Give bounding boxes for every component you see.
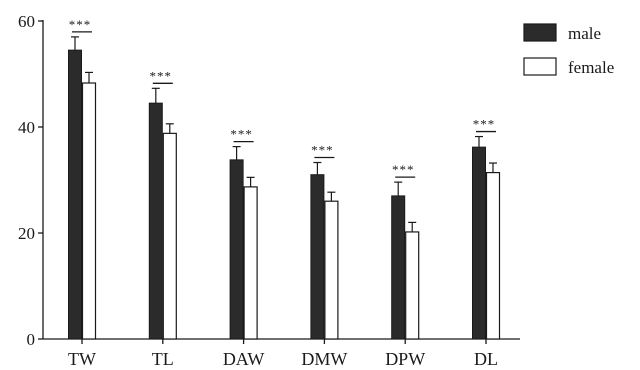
x-category-label: TL bbox=[152, 349, 174, 369]
male-bar bbox=[391, 195, 406, 340]
significance-label: *** bbox=[473, 117, 496, 132]
y-tick-label: 0 bbox=[27, 330, 36, 349]
x-category-label: DPW bbox=[385, 349, 425, 369]
x-category-label: TW bbox=[68, 349, 96, 369]
significance-label: *** bbox=[150, 68, 173, 83]
female-bar bbox=[324, 200, 339, 340]
x-category-label: DAW bbox=[223, 349, 265, 369]
significance-label: *** bbox=[69, 17, 92, 32]
female-bar bbox=[81, 82, 97, 340]
female-bar bbox=[485, 171, 501, 340]
significance-label: *** bbox=[311, 143, 334, 158]
chart-axes: 0 20 40 60 TW TL DAW DMW DPW DL bbox=[18, 12, 520, 369]
male-bar bbox=[472, 146, 486, 340]
y-tick-label: 60 bbox=[18, 12, 35, 31]
male-bar bbox=[229, 159, 244, 340]
x-category-label: DL bbox=[474, 349, 498, 369]
female-bar bbox=[243, 186, 258, 340]
y-tick-label: 40 bbox=[18, 118, 35, 137]
legend-swatch-male bbox=[523, 23, 557, 42]
male-bar bbox=[68, 49, 82, 340]
significance-label: *** bbox=[392, 162, 415, 177]
y-tick-label: 20 bbox=[18, 224, 35, 243]
chart-bars bbox=[68, 36, 501, 340]
legend-label-female: female bbox=[568, 58, 614, 77]
male-bar bbox=[310, 174, 325, 340]
chart-annotations: *** *** *** *** *** *** bbox=[69, 17, 496, 178]
female-bar bbox=[162, 132, 177, 340]
significance-label: *** bbox=[230, 127, 253, 142]
x-category-label: DMW bbox=[301, 349, 347, 369]
legend-swatch-female bbox=[523, 57, 557, 76]
legend-label-male: male bbox=[568, 24, 601, 43]
chart-legend: male female bbox=[523, 23, 614, 77]
male-bar bbox=[148, 102, 163, 340]
female-bar bbox=[405, 231, 420, 340]
